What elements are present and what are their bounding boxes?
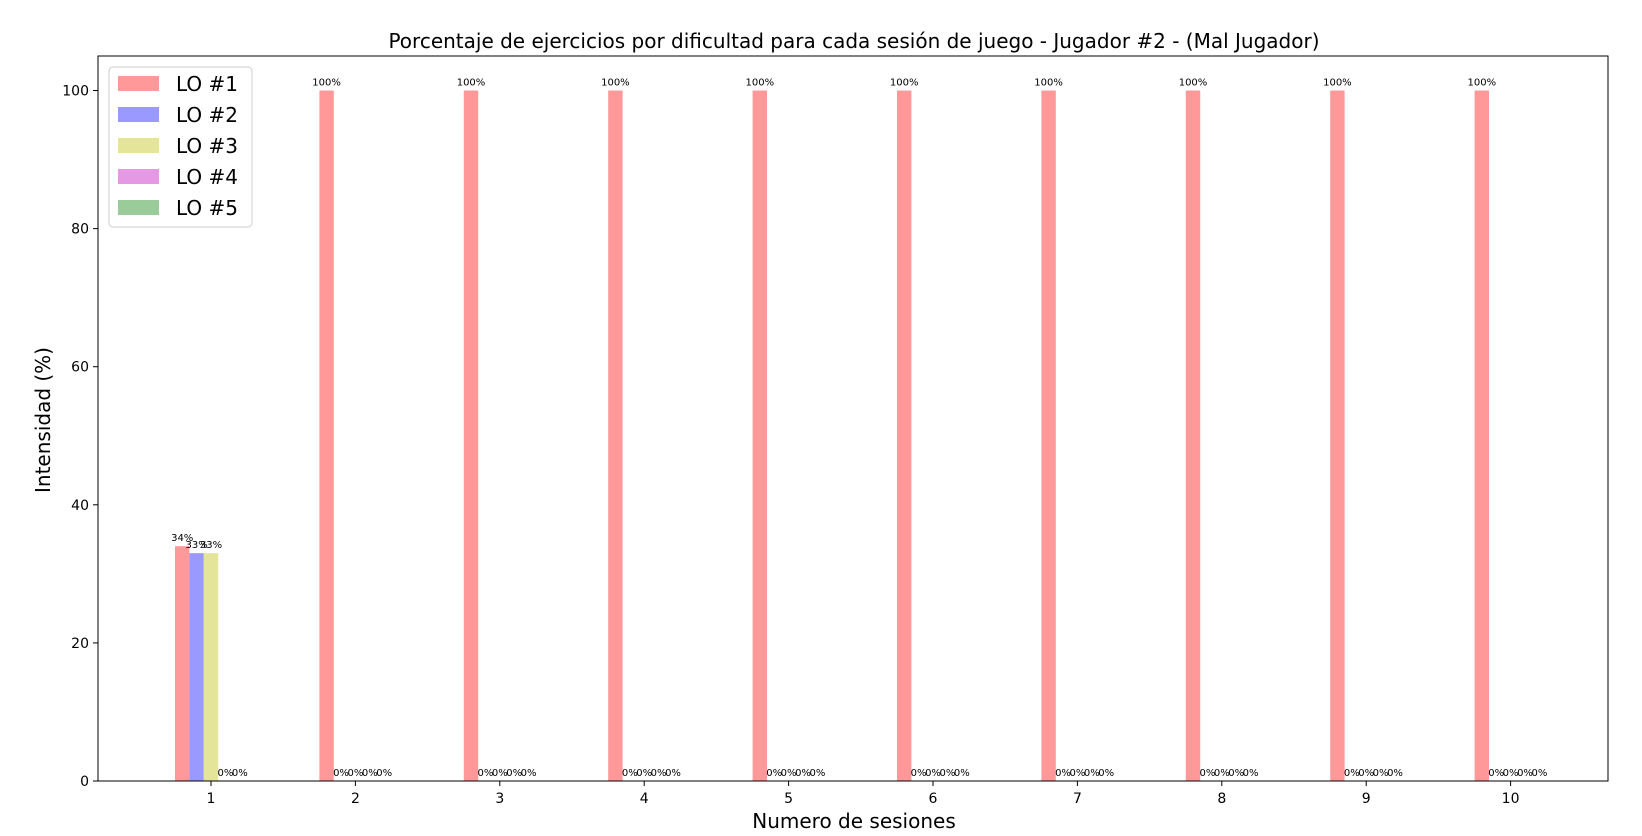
data-label-series-3-session-9: 0% [1358,768,1374,779]
legend-label-2: LO #2 [176,103,238,127]
data-label-series-5-session-10: 0% [1531,768,1547,779]
bar-series-1-session-4 [608,90,623,782]
data-label-series-1-session-5: 100% [746,78,775,89]
x-tick-label-4: 4 [640,791,649,807]
data-label-series-1-session-1: 34% [171,533,193,544]
data-label-series-4-session-10: 0% [1517,768,1533,779]
bar-series-1-session-9 [1330,90,1345,782]
data-label-series-5-session-6: 0% [954,768,970,779]
bar-series-1-session-10 [1474,90,1489,782]
x-tick-label-3: 3 [495,791,504,807]
bar-series-1-session-7 [1041,90,1056,782]
data-label-series-1-session-4: 100% [601,78,630,89]
data-label-series-3-session-3: 0% [492,768,508,779]
data-label-series-4-session-6: 0% [939,768,955,779]
data-label-series-3-session-4: 0% [636,768,652,779]
data-label-series-1-session-8: 100% [1179,78,1208,89]
data-label-series-4-session-7: 0% [1084,768,1100,779]
legend-label-5: LO #5 [176,196,238,220]
data-label-series-1-session-9: 100% [1323,78,1352,89]
bar-series-3-session-1 [203,553,219,781]
x-tick-label-5: 5 [784,791,793,807]
legend-swatch-3 [118,138,159,153]
data-label-series-3-session-5: 0% [781,768,797,779]
bar-series-1-session-1 [175,546,190,781]
data-label-series-5-session-7: 0% [1098,768,1114,779]
bar-series-1-session-3 [463,90,479,782]
data-label-series-3-session-2: 0% [347,768,363,779]
x-tick-label-10: 10 [1502,791,1520,807]
x-tick-label-8: 8 [1217,791,1226,807]
bar-series-1-session-8 [1185,90,1201,782]
data-label-series-1-session-10: 100% [1468,78,1497,89]
legend-swatch-1 [118,76,159,91]
bar-series-1-session-2 [319,90,334,782]
data-label-series-2-session-8: 0% [1199,768,1215,779]
legend-label-3: LO #3 [176,134,238,158]
y-tick-label-80: 80 [71,222,89,238]
x-axis-label: Numero de sesiones [752,809,956,833]
x-tick-label-6: 6 [929,791,938,807]
data-label-series-5-session-3: 0% [521,768,537,779]
data-label-series-5-session-4: 0% [665,768,681,779]
data-label-series-4-session-5: 0% [795,768,811,779]
data-label-series-2-session-6: 0% [911,768,927,779]
data-label-series-5-session-1: 0% [232,768,248,779]
chart-title: Porcentaje de ejercicios por dificultad … [388,29,1319,53]
data-label-series-2-session-2: 0% [333,768,349,779]
legend-label-4: LO #4 [176,165,238,189]
x-tick-label-7: 7 [1073,791,1082,807]
y-axis-label: Intensidad (%) [31,347,55,493]
data-label-series-2-session-4: 0% [622,768,638,779]
data-label-series-2-session-9: 0% [1344,768,1360,779]
data-label-series-2-session-10: 0% [1488,768,1504,779]
data-label-series-4-session-3: 0% [506,768,522,779]
data-label-series-3-session-10: 0% [1503,768,1519,779]
data-label-series-1-session-3: 100% [457,78,486,89]
data-label-series-5-session-8: 0% [1243,768,1259,779]
legend: LO #1 LO #2 LO #3 LO #4 LO #5 [108,66,253,228]
y-tick-label-0: 0 [80,774,89,790]
data-label-series-1-session-7: 100% [1034,78,1063,89]
bar-series-1-session-5 [752,90,767,782]
data-label-series-5-session-9: 0% [1387,768,1403,779]
data-label-series-2-session-3: 0% [477,768,493,779]
data-label-series-3-session-8: 0% [1214,768,1230,779]
y-tick-label-20: 20 [71,636,89,652]
data-label-series-3-session-6: 0% [925,768,941,779]
data-label-series-2-session-1: 33% [185,540,207,551]
data-label-series-4-session-1: 0% [217,768,233,779]
legend-swatch-5 [118,200,159,215]
y-tick-label-60: 60 [71,360,89,376]
x-tick-label-1: 1 [207,791,216,807]
axes-layer: 0 20 40 60 80 100 1 2 3 4 5 6 7 8 9 10 [62,55,1609,807]
data-label-series-4-session-9: 0% [1373,768,1389,779]
data-label-series-5-session-2: 0% [376,768,392,779]
data-label-series-2-session-7: 0% [1055,768,1071,779]
legend-label-1: LO #1 [176,72,238,96]
x-tick-label-2: 2 [351,791,360,807]
data-label-series-1-session-6: 100% [890,78,919,89]
plot-frame [97,55,1609,782]
data-label-series-4-session-8: 0% [1228,768,1244,779]
data-label-series-3-session-7: 0% [1069,768,1085,779]
data-label-series-3-session-1: 33% [200,540,222,551]
bar-series-2-session-1 [189,553,204,781]
data-label-series-4-session-4: 0% [651,768,667,779]
data-label-series-1-session-2: 100% [312,78,341,89]
data-label-series-2-session-5: 0% [766,768,782,779]
bar-series-1-session-6 [897,90,912,782]
data-label-series-5-session-5: 0% [809,768,825,779]
y-tick-label-40: 40 [71,498,89,514]
bars-layer: 34% 100% 100% 100% 100% 100% 100% 100% 100% 100% 3… [171,78,1547,782]
data-label-series-4-session-2: 0% [362,768,378,779]
y-tick-label-100: 100 [62,84,89,100]
legend-swatch-4 [118,169,159,184]
x-tick-label-9: 9 [1362,791,1371,807]
legend-swatch-2 [118,107,159,122]
